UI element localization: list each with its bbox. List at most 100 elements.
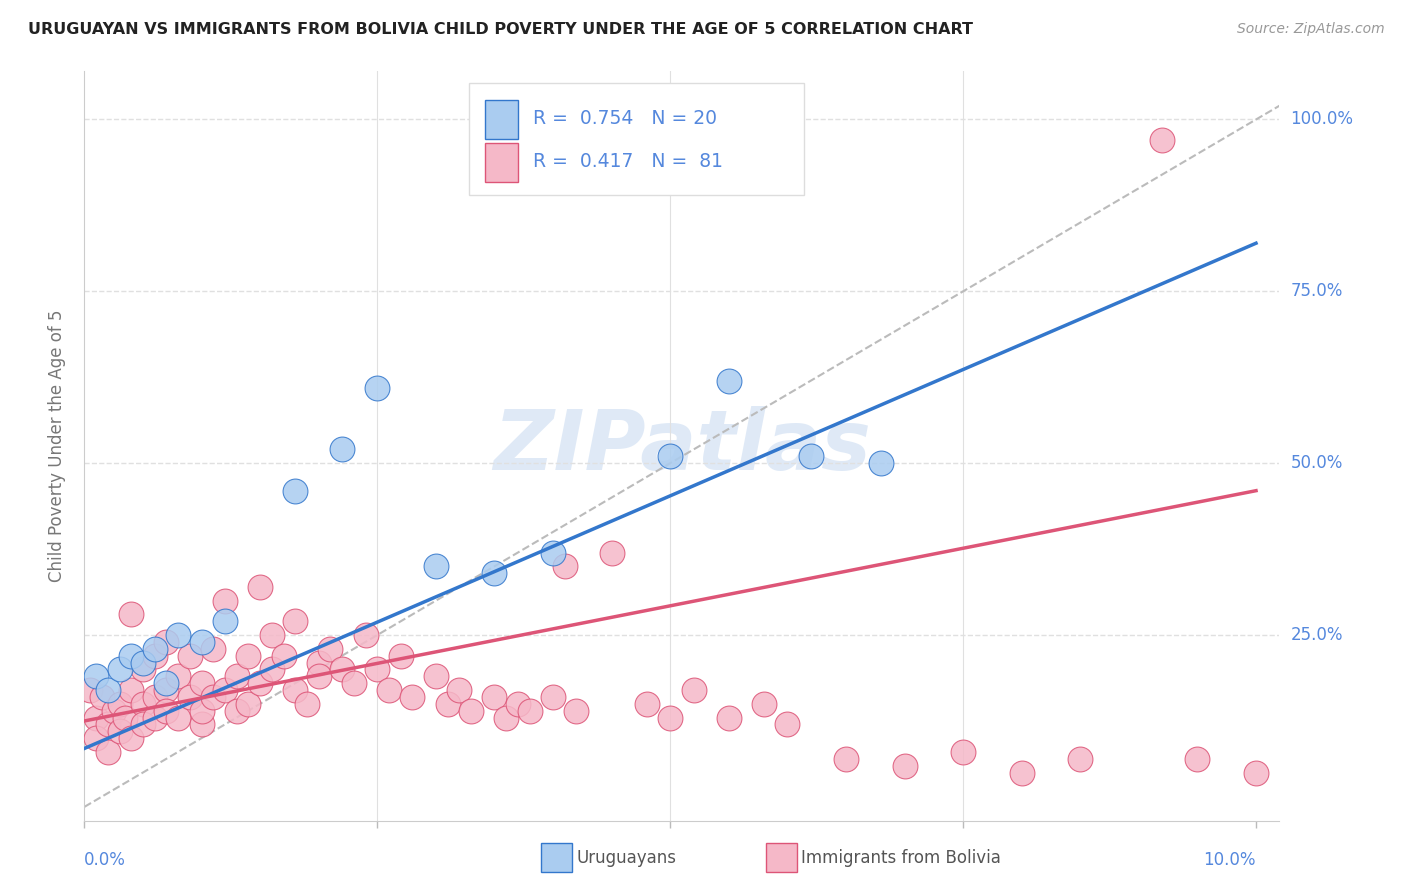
Point: [225, 669, 247, 683]
Point: [214, 593, 236, 607]
Point: [108, 662, 131, 676]
Point: [506, 697, 529, 711]
FancyBboxPatch shape: [485, 143, 519, 181]
Point: [143, 710, 166, 724]
Point: [143, 648, 166, 663]
Point: [330, 442, 353, 457]
Text: 100.0%: 100.0%: [1291, 111, 1354, 128]
Point: [190, 635, 212, 649]
Point: [436, 697, 458, 711]
Point: [495, 710, 517, 724]
Point: [273, 648, 295, 663]
Text: URUGUAYAN VS IMMIGRANTS FROM BOLIVIA CHILD POVERTY UNDER THE AGE OF 5 CORRELATIO: URUGUAYAN VS IMMIGRANTS FROM BOLIVIA CHI…: [28, 22, 973, 37]
Point: [659, 710, 682, 724]
Point: [284, 483, 307, 498]
Point: [120, 731, 142, 746]
Text: 0.0%: 0.0%: [84, 851, 127, 869]
Point: [90, 690, 114, 704]
Point: [167, 669, 190, 683]
Point: [800, 450, 823, 464]
Point: [167, 710, 190, 724]
Point: [319, 641, 342, 656]
Point: [366, 380, 388, 394]
Point: [132, 717, 155, 731]
Point: [249, 676, 271, 690]
Point: [1069, 752, 1091, 766]
Point: [389, 648, 412, 663]
Point: [284, 683, 307, 698]
Point: [155, 704, 177, 718]
Point: [659, 450, 682, 464]
Point: [190, 704, 212, 718]
Point: [260, 662, 283, 676]
Text: 75.0%: 75.0%: [1291, 283, 1343, 301]
Point: [132, 662, 155, 676]
Point: [366, 662, 388, 676]
Point: [190, 717, 212, 731]
Point: [108, 724, 131, 739]
Point: [295, 697, 318, 711]
Point: [155, 683, 177, 698]
Point: [565, 704, 588, 718]
Point: [1011, 765, 1033, 780]
Point: [541, 545, 564, 559]
Point: [378, 683, 401, 698]
Point: [952, 745, 974, 759]
Point: [354, 628, 377, 642]
Point: [284, 615, 307, 629]
Point: [120, 648, 142, 663]
Point: [132, 656, 155, 670]
Point: [893, 758, 915, 772]
Point: [308, 669, 330, 683]
Text: Immigrants from Bolivia: Immigrants from Bolivia: [801, 849, 1001, 867]
Point: [717, 374, 740, 388]
Point: [1152, 133, 1174, 147]
Point: [84, 710, 107, 724]
Point: [120, 607, 142, 622]
Point: [225, 704, 247, 718]
Point: [835, 752, 858, 766]
Point: [636, 697, 658, 711]
Point: [155, 635, 177, 649]
Point: [214, 615, 236, 629]
Point: [202, 641, 225, 656]
Point: [330, 662, 353, 676]
Point: [132, 697, 155, 711]
Point: [249, 580, 271, 594]
Point: [167, 628, 190, 642]
Point: [97, 683, 120, 698]
Point: [682, 683, 704, 698]
Point: [143, 690, 166, 704]
Point: [114, 710, 136, 724]
Point: [97, 717, 120, 731]
Point: [190, 676, 212, 690]
Point: [84, 731, 107, 746]
Text: R =  0.754   N = 20: R = 0.754 N = 20: [533, 109, 717, 128]
Text: Source: ZipAtlas.com: Source: ZipAtlas.com: [1237, 22, 1385, 37]
Point: [1187, 752, 1209, 766]
Point: [1244, 765, 1267, 780]
Point: [79, 683, 101, 698]
Point: [554, 559, 576, 574]
FancyBboxPatch shape: [470, 83, 804, 195]
Point: [541, 690, 564, 704]
Point: [238, 648, 260, 663]
Point: [449, 683, 471, 698]
Point: [143, 641, 166, 656]
Point: [343, 676, 366, 690]
Point: [308, 656, 330, 670]
Point: [103, 704, 125, 718]
Point: [519, 704, 541, 718]
Point: [260, 628, 283, 642]
FancyBboxPatch shape: [485, 100, 519, 139]
Y-axis label: Child Poverty Under the Age of 5: Child Poverty Under the Age of 5: [48, 310, 66, 582]
Point: [214, 683, 236, 698]
Text: R =  0.417   N =  81: R = 0.417 N = 81: [533, 152, 723, 170]
Point: [776, 717, 799, 731]
Point: [460, 704, 482, 718]
Point: [155, 676, 177, 690]
Point: [238, 697, 260, 711]
Text: 25.0%: 25.0%: [1291, 626, 1343, 644]
Point: [179, 690, 201, 704]
Point: [752, 697, 775, 711]
